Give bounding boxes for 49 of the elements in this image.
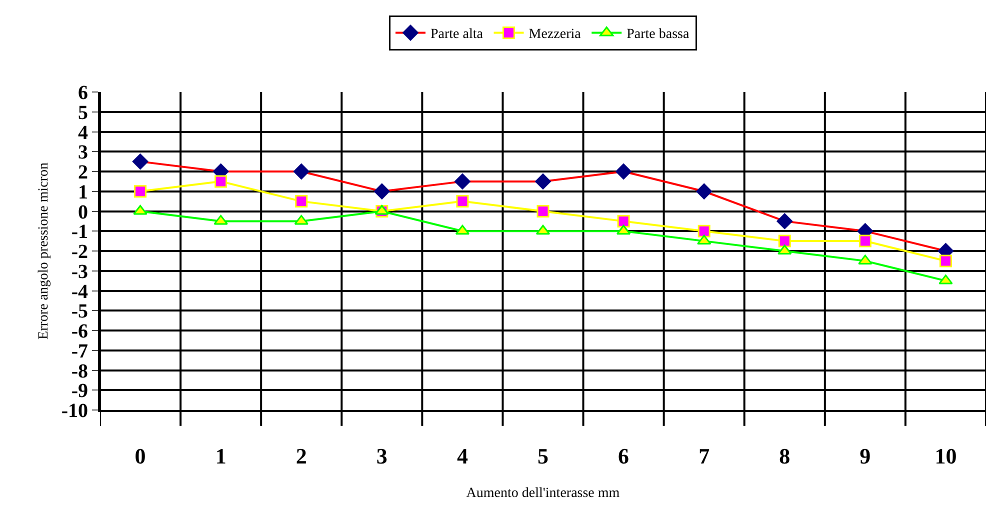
x-tick-label: 3	[376, 443, 388, 468]
point	[858, 234, 872, 248]
legend-label: Parte bassa	[626, 27, 690, 42]
y-tick-label: -2	[71, 241, 88, 263]
point	[294, 214, 308, 225]
y-tick-label: -7	[71, 340, 88, 362]
y-tick-label: -10	[61, 400, 88, 422]
y-tick-label: -6	[71, 320, 88, 342]
point	[455, 224, 470, 235]
x-tick-label: 2	[296, 443, 307, 468]
y-tick-label: -9	[71, 380, 88, 402]
point	[616, 224, 631, 235]
y-tick-label: 5	[78, 102, 88, 124]
x-tick-label: 8	[779, 443, 790, 468]
point	[617, 214, 630, 228]
x-tick-label: 4	[456, 443, 468, 468]
x-tick-label: 5	[538, 443, 548, 468]
y-axis-title: Errore angolo pressione micron	[36, 162, 52, 340]
y-tick-label: 2	[78, 162, 88, 184]
x-tick-label: 7	[698, 443, 710, 468]
y-tick-label: 3	[78, 142, 88, 164]
point	[214, 214, 228, 225]
x-axis-title: Aumento dell'interasse mm	[466, 486, 620, 502]
point	[536, 224, 550, 235]
y-tick-label: 4	[78, 122, 88, 144]
y-tick-label: -4	[71, 280, 88, 303]
x-tick-label: 0	[134, 443, 146, 468]
point	[214, 175, 228, 188]
point	[134, 185, 147, 198]
point	[696, 234, 712, 245]
point	[698, 224, 710, 238]
point	[456, 195, 469, 208]
y-tick-label: 6	[78, 82, 88, 104]
x-tick-label: 6	[618, 443, 630, 468]
x-tick-label: 9	[860, 443, 871, 468]
y-tick-label: 1	[78, 181, 88, 204]
legend-label: Mezzeria	[528, 27, 582, 42]
point	[778, 234, 791, 248]
point	[939, 254, 952, 268]
point	[295, 195, 308, 208]
x-tick-label: 1	[215, 443, 226, 468]
point	[536, 205, 550, 218]
y-tick-label: 0	[78, 201, 88, 224]
y-tick-label: -5	[71, 300, 88, 323]
x-tick-label: 10	[934, 443, 957, 468]
y-tick-label: -1	[71, 221, 88, 244]
legend-label: Parte alta	[430, 27, 484, 42]
y-tick-label: -3	[71, 260, 88, 283]
y-tick-label: -8	[71, 360, 88, 382]
